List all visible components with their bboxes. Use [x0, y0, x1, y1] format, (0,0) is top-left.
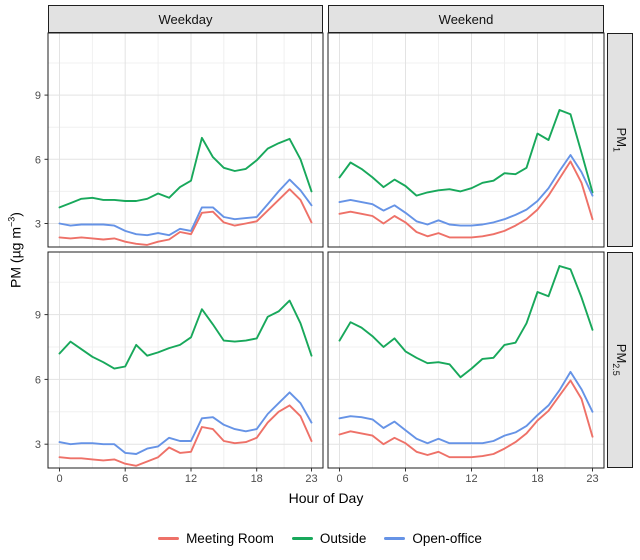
x-tick-label: 18 — [531, 473, 543, 485]
legend-item-outside: Outside — [291, 530, 367, 546]
series-line-meeting-room — [58, 404, 313, 467]
y-tick-label: 3 — [35, 439, 41, 451]
x-tick-label: 6 — [402, 473, 408, 485]
x-tick-label: 23 — [305, 473, 317, 485]
facet-strip-weekend-label: Weekend — [438, 11, 494, 27]
x-tick-label: 23 — [586, 473, 598, 485]
facet-strip-weekday: Weekday — [48, 5, 323, 33]
panel-border — [327, 251, 605, 469]
series-line-outside — [338, 265, 594, 379]
panel-border — [47, 251, 324, 469]
y-axis-title: PM (µg m−3) — [6, 212, 24, 288]
panel-border — [327, 32, 605, 248]
series-line-open-office — [58, 391, 313, 455]
y-tick-label: 6 — [35, 374, 41, 386]
facet-strip-pm1: PM1 — [607, 33, 633, 247]
x-tick-label: 12 — [465, 473, 477, 485]
chart-legend: Meeting Room Outside Open-office — [0, 527, 640, 549]
legend-key-outside — [291, 536, 313, 540]
x-tick-label: 12 — [185, 473, 197, 485]
legend-item-meeting-room: Meeting Room — [158, 531, 274, 546]
legend-label-outside: Outside — [319, 530, 367, 546]
panel-background — [48, 252, 323, 468]
x-tick-label: 0 — [336, 473, 342, 485]
series-line-outside — [58, 299, 313, 370]
y-tick-label: 6 — [35, 154, 41, 166]
panel-background — [328, 33, 604, 247]
panel-background — [48, 33, 323, 247]
facet-strip-weekend: Weekend — [328, 5, 604, 33]
series-line-outside — [58, 136, 313, 209]
series-line-open-office — [58, 178, 313, 237]
x-tick-label: 6 — [122, 473, 128, 485]
series-line-open-office — [338, 154, 594, 227]
panel-border — [47, 32, 324, 248]
legend-label-open-office: Open-office — [412, 530, 482, 546]
series-line-outside — [338, 109, 594, 197]
facet-strip-weekday-label: Weekday — [158, 11, 213, 27]
series-line-meeting-room — [338, 379, 594, 459]
series-line-meeting-room — [338, 160, 594, 239]
panel-background — [328, 252, 604, 468]
y-tick-label: 9 — [35, 90, 41, 102]
facet-strip-pm1-label: PM1 — [611, 127, 629, 153]
legend-key-meeting-room — [158, 536, 180, 540]
legend-item-open-office: Open-office — [384, 531, 482, 546]
y-tick-label: 9 — [35, 310, 41, 322]
legend-label-meeting-room: Meeting Room — [186, 530, 274, 546]
series-line-open-office — [338, 370, 594, 445]
facet-strip-pm25-label: PM2.5 — [611, 343, 629, 377]
x-tick-label: 0 — [56, 473, 62, 485]
facet-strip-pm25: PM2.5 — [607, 252, 633, 468]
legend-key-open-office — [384, 536, 406, 540]
y-tick-label: 3 — [35, 219, 41, 231]
x-axis-title: Hour of Day — [288, 490, 364, 506]
series-line-meeting-room — [58, 188, 313, 246]
x-tick-label: 18 — [251, 473, 263, 485]
